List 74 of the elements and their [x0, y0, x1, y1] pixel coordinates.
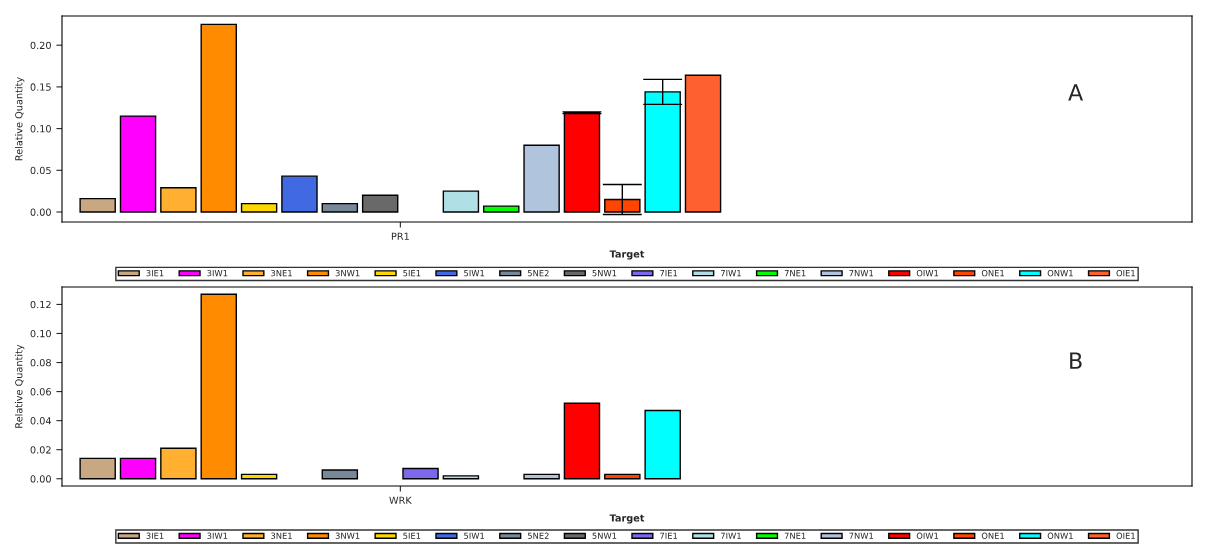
legend-label: 7NW1 [849, 532, 874, 539]
bar [321, 202, 359, 213]
bar [442, 475, 480, 480]
bar [119, 115, 157, 213]
bar [79, 457, 116, 480]
legend-label: OIW1 [916, 532, 939, 539]
y-tick-label: 0.05 [30, 166, 51, 175]
legend-label: 7NE1 [784, 532, 806, 539]
x-tick-label: WRK [389, 496, 412, 504]
legend-label: 5NW1 [592, 532, 617, 539]
y-tick-label: 0.04 [30, 417, 52, 425]
y-tick-label: 0.15 [30, 83, 51, 91]
bar [160, 447, 197, 480]
y-tick-label: 0.12 [30, 300, 51, 309]
legend-label: 3NW1 [335, 270, 360, 277]
legend-label: OIE1 [1116, 532, 1135, 539]
legend-label: 7IE1 [660, 270, 678, 277]
legend-label: 7IE1 [660, 532, 678, 539]
x-tick-label: PR1 [391, 232, 409, 240]
bar [79, 197, 116, 213]
y-tick-label: 0.00 [30, 208, 51, 216]
bar [200, 23, 237, 213]
bar [482, 205, 520, 213]
y-tick-label: 0.20 [30, 41, 51, 50]
y-axis-title: Relative Quantity [14, 344, 25, 428]
legend-label: ONW1 [1047, 532, 1073, 539]
bar [240, 202, 278, 213]
legend-label: ONE1 [981, 270, 1004, 277]
legend-label: 3NE1 [271, 270, 292, 277]
legend-label: 7IW1 [721, 270, 741, 277]
y-tick-label: 0.02 [30, 446, 51, 454]
y-tick-label: 0.00 [30, 475, 51, 483]
legend-label: 3IE1 [146, 270, 164, 277]
bar [119, 457, 157, 480]
x-axis-title: Target [609, 514, 645, 524]
bar [321, 469, 359, 480]
bar [281, 175, 318, 213]
bar [200, 293, 237, 480]
bar [684, 74, 722, 213]
legend-label: 3NE1 [271, 532, 292, 539]
legend-label: 5NE2 [527, 270, 549, 277]
bar [523, 144, 560, 213]
legend-label: 3IW1 [207, 532, 228, 539]
legend-label: ONE1 [981, 532, 1004, 539]
bar [442, 190, 480, 213]
legend-label: 7NE1 [784, 270, 806, 277]
legend-label: 7IW1 [721, 532, 741, 539]
bar [160, 187, 197, 213]
y-axis-title: Relative Quantity [14, 77, 25, 161]
legend-label: OIW1 [916, 270, 939, 277]
legend-label: 3IE1 [146, 532, 164, 539]
y-tick-label: 0.10 [30, 125, 51, 133]
legend-label: 5IE1 [403, 532, 421, 539]
bar [361, 194, 399, 213]
legend-label: 5IW1 [464, 532, 485, 539]
y-tick-label: 0.10 [30, 329, 51, 338]
legend-label: 7NW1 [849, 270, 874, 277]
y-tick-label: 0.06 [30, 388, 51, 396]
x-axis-title: Target [609, 250, 645, 260]
bar [644, 409, 681, 480]
legend-label: 5NW1 [592, 270, 617, 277]
legend-label: 3IW1 [207, 270, 228, 277]
legend-label: 5NE2 [527, 532, 549, 539]
legend-label: 5IW1 [464, 270, 485, 277]
annotation: A [1068, 84, 1084, 101]
bar [563, 112, 601, 213]
legend-label: ONW1 [1047, 270, 1073, 277]
y-tick-label: 0.08 [30, 359, 51, 367]
bar [563, 402, 601, 480]
legend-label: 5IE1 [403, 270, 421, 277]
annotation: B [1070, 352, 1082, 369]
legend-label: OIE1 [1116, 270, 1135, 277]
legend-label: 3NW1 [335, 532, 360, 539]
bar [402, 467, 439, 480]
